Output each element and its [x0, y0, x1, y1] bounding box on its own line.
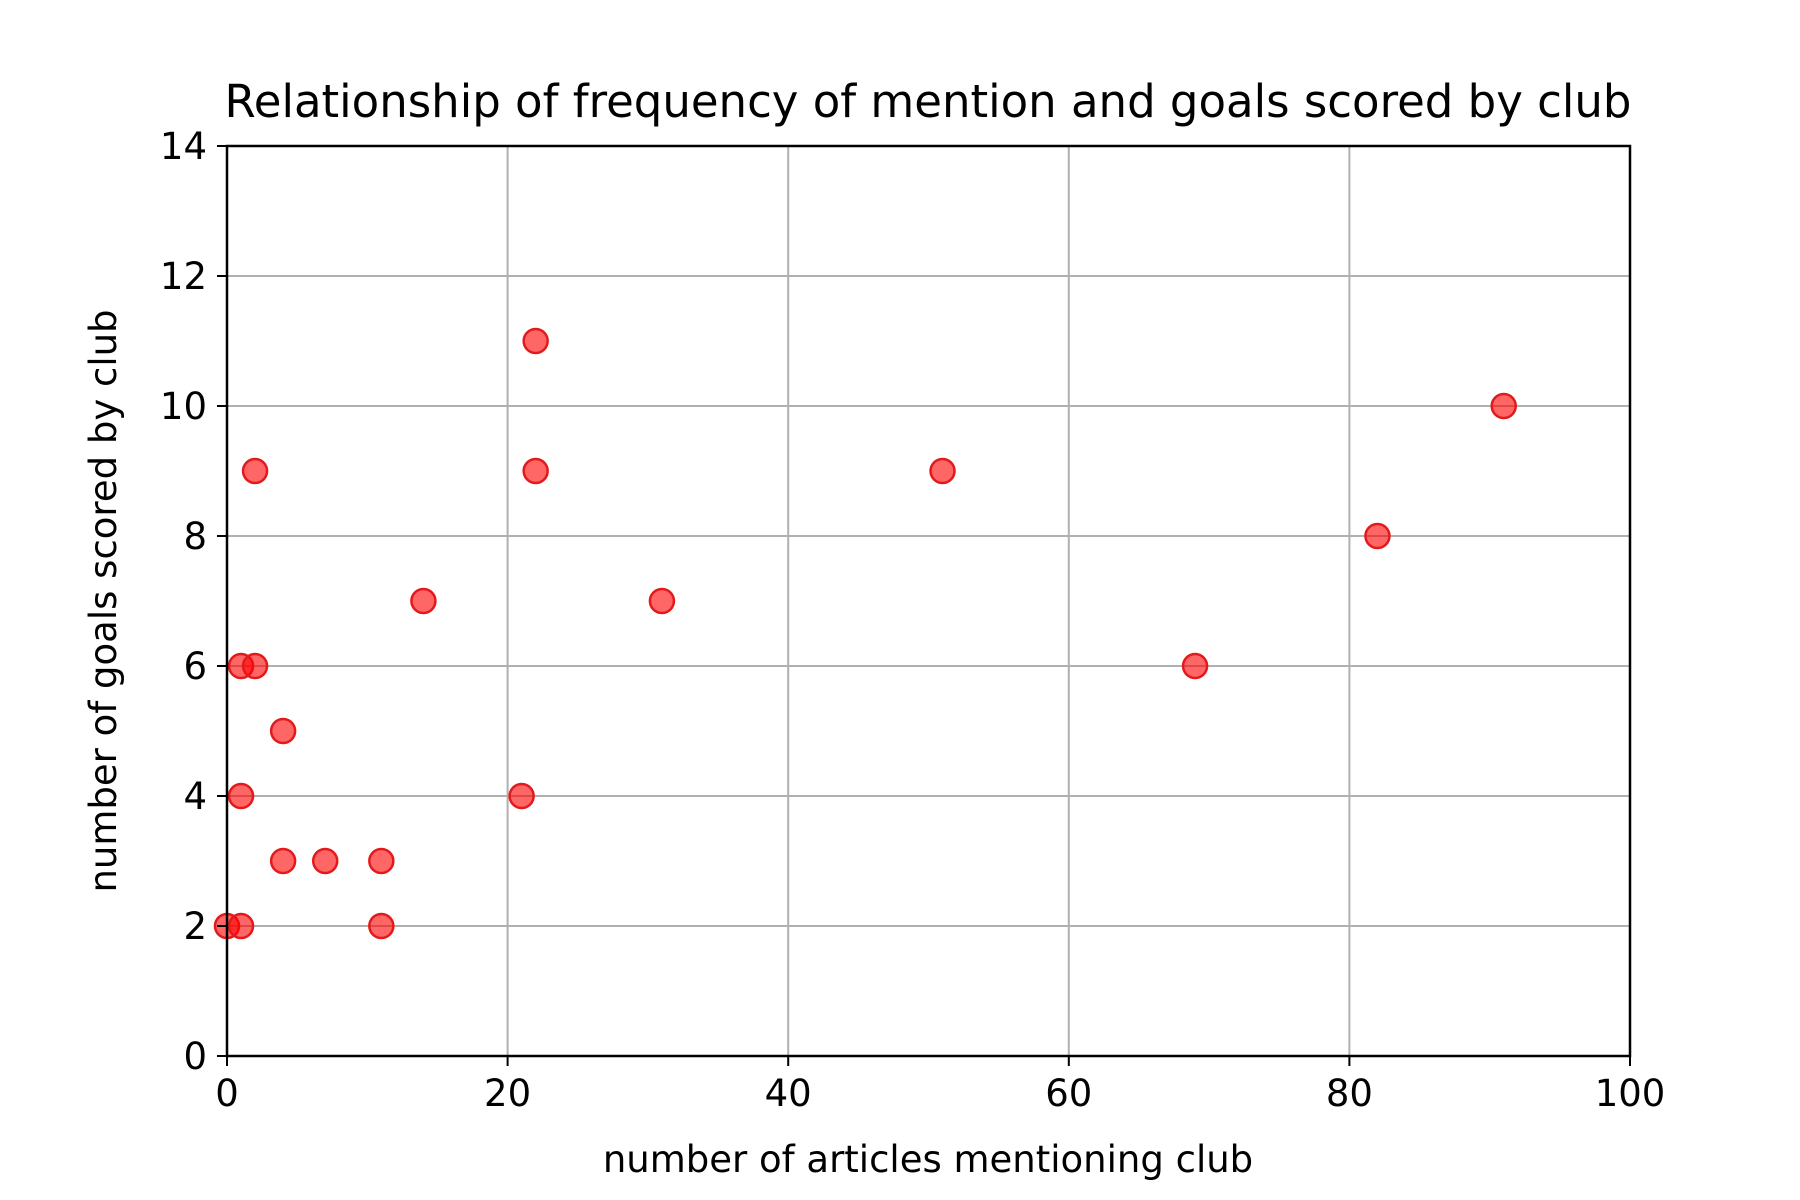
- scatter-point: [1364, 522, 1391, 550]
- scatter-point: [522, 457, 549, 485]
- chart-title: Relationship of frequency of mention and…: [225, 75, 1632, 128]
- scatter-point: [269, 717, 297, 745]
- y-tick-label: 12: [160, 255, 207, 298]
- scatter-point: [241, 652, 269, 680]
- x-tick-label: 40: [765, 1072, 812, 1115]
- y-tick-label: 0: [183, 1035, 207, 1078]
- y-tick-label: 8: [183, 515, 207, 558]
- y-tick-label: 2: [183, 905, 207, 948]
- scatter-point: [1181, 652, 1209, 680]
- points-layer: [213, 327, 1517, 940]
- scatter-point: [410, 587, 437, 615]
- scatter-point: [311, 847, 339, 875]
- x-tick-label: 80: [1326, 1072, 1373, 1115]
- scatter-point: [368, 847, 395, 875]
- y-tick-label: 14: [160, 125, 207, 168]
- y-axis-label: number of goals scored by club: [82, 309, 125, 892]
- scatter-point: [648, 587, 676, 615]
- scatter-point: [269, 847, 297, 875]
- tick-labels-layer: 0 20 40 60 80 100 0 2 4 6 8 10 12 14: [160, 125, 1665, 1115]
- x-tick-label: 0: [215, 1072, 239, 1115]
- scatter-point: [241, 457, 269, 485]
- plot-frame: [225, 144, 1632, 1058]
- x-axis-label: number of articles mentioning club: [603, 1138, 1253, 1181]
- y-tick-label: 6: [183, 645, 207, 688]
- x-tick-label: 100: [1595, 1072, 1666, 1115]
- grid-layer: [226, 145, 1631, 1057]
- x-tick-label: 20: [484, 1072, 531, 1115]
- x-tick-label: 60: [1045, 1072, 1092, 1115]
- scatter-point: [368, 912, 395, 940]
- y-tick-label: 4: [183, 775, 207, 818]
- scatter-point: [522, 327, 549, 355]
- y-tick-label: 10: [160, 385, 207, 428]
- ticks-layer: [217, 145, 1631, 1066]
- scatter-point: [227, 782, 255, 810]
- scatter-point: [508, 782, 535, 810]
- scatter-point: [1490, 392, 1517, 420]
- scatter-point: [929, 457, 956, 485]
- scatter-point: [227, 912, 255, 940]
